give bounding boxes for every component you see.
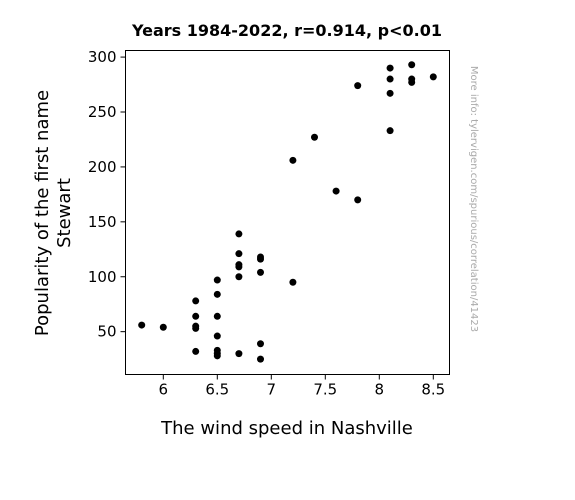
- y-tick-label: 50: [97, 323, 116, 341]
- data-point: [235, 230, 243, 238]
- data-point: [213, 290, 221, 298]
- x-tick-label: 6: [159, 381, 169, 399]
- data-point: [257, 255, 264, 263]
- data-point: [332, 187, 340, 195]
- data-point: [257, 355, 264, 363]
- data-point: [138, 321, 146, 329]
- data-points: [138, 61, 437, 363]
- x-tick-label: 7.5: [313, 381, 337, 399]
- data-point: [235, 263, 243, 271]
- data-point: [429, 73, 437, 81]
- y-axis-label: Popularity of the first name Stewart: [32, 90, 75, 336]
- data-point: [192, 324, 200, 332]
- data-point: [257, 268, 264, 276]
- x-tick-label: 6.5: [205, 381, 229, 399]
- data-point: [213, 312, 221, 320]
- data-point: [386, 127, 394, 135]
- data-point: [192, 347, 200, 355]
- data-point: [408, 78, 416, 86]
- data-point: [235, 350, 243, 358]
- y-tick-label: 200: [88, 158, 117, 176]
- x-tick-label: 7: [267, 381, 277, 399]
- y-tick-label: 100: [88, 268, 117, 286]
- side-note: More info: tylervigen.com/spurious/corre…: [468, 66, 479, 332]
- data-point: [257, 340, 264, 348]
- data-point: [192, 312, 200, 320]
- y-tick-label: 300: [88, 48, 117, 66]
- data-point: [289, 156, 297, 164]
- data-point: [213, 352, 221, 360]
- x-axis-label: The wind speed in Nashville: [160, 418, 413, 439]
- data-point: [213, 332, 221, 340]
- chart-title: Years 1984-2022, r=0.914, p<0.01: [131, 21, 442, 40]
- data-point: [289, 278, 297, 286]
- y-axis-label-line-1: Popularity of the first name: [32, 90, 53, 336]
- data-point: [235, 273, 243, 281]
- data-point: [386, 64, 394, 72]
- data-point: [311, 133, 318, 141]
- plot-area: [125, 50, 450, 375]
- data-point: [354, 82, 362, 90]
- x-tick-label: 8: [375, 381, 385, 399]
- data-point: [235, 250, 243, 258]
- data-point: [386, 89, 394, 97]
- y-tick-label: 150: [88, 213, 117, 231]
- data-point: [354, 196, 362, 204]
- y-axis-label-line-2: Stewart: [54, 178, 75, 248]
- data-point: [408, 61, 416, 69]
- y-axis: 50 100 150 200 250 300: [88, 48, 126, 341]
- data-point: [192, 297, 200, 305]
- data-point: [386, 75, 394, 83]
- y-tick-label: 250: [88, 103, 117, 121]
- data-point: [159, 323, 167, 331]
- x-axis: 6 6.5 7 7.5 8 8.5: [159, 374, 445, 399]
- x-tick-label: 8.5: [421, 381, 445, 399]
- data-point: [213, 276, 221, 284]
